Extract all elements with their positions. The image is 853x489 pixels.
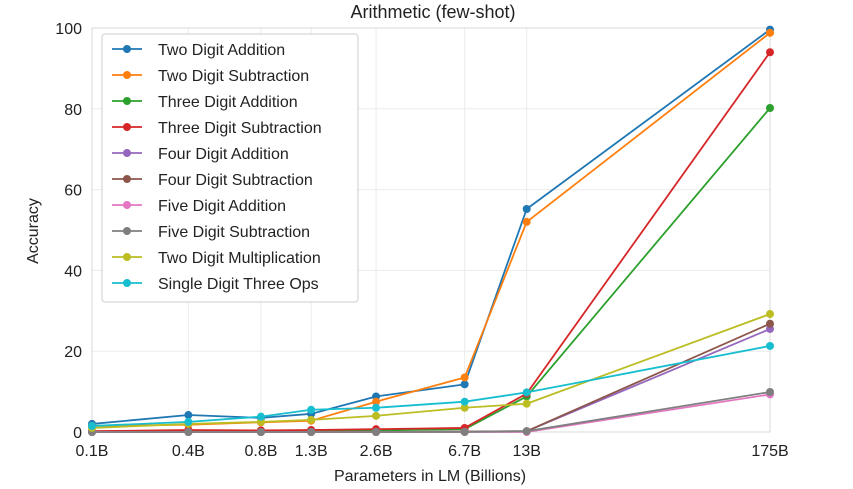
legend-label: Four Digit Addition <box>158 146 289 163</box>
legend-swatch-marker <box>123 201 131 209</box>
series-line <box>92 393 771 433</box>
x-axis-label: Parameters in LM (Billions) <box>334 468 526 485</box>
series-four-digit-subtraction <box>88 319 774 436</box>
data-point <box>372 411 381 420</box>
data-point <box>460 403 469 412</box>
y-tick-label: 40 <box>64 263 82 280</box>
x-tick-label: 0.8B <box>244 443 277 460</box>
legend-swatch-marker <box>123 149 131 157</box>
data-point <box>522 388 531 397</box>
legend-label: Two Digit Multiplication <box>158 250 321 267</box>
series-line <box>91 313 771 429</box>
y-tick-label: 0 <box>73 425 82 442</box>
series-five-digit-subtraction <box>88 388 774 436</box>
series-line <box>92 391 771 433</box>
data-point <box>307 428 316 436</box>
data-point <box>522 399 531 408</box>
legend-swatch-marker <box>123 253 131 261</box>
legend-label: Three Digit Subtraction <box>158 120 322 137</box>
x-tick-label: 13B <box>512 443 540 460</box>
legend-swatch-marker <box>123 45 131 53</box>
y-tick-label: 80 <box>64 102 82 119</box>
data-point <box>460 373 469 382</box>
data-point <box>766 341 774 350</box>
x-tick-label: 0.1B <box>76 443 109 460</box>
legend-label: Single Digit Three Ops <box>158 276 319 293</box>
data-point <box>522 217 531 226</box>
data-point <box>766 28 774 37</box>
data-point <box>307 405 316 414</box>
series-line <box>91 345 771 427</box>
data-point <box>460 397 469 406</box>
data-point <box>460 428 469 436</box>
x-tick-label: 1.3B <box>295 443 328 460</box>
y-tick-label: 100 <box>55 21 82 38</box>
x-tick-label: 175B <box>751 443 788 460</box>
data-point <box>522 427 531 436</box>
data-point <box>766 48 774 57</box>
legend-label: Five Digit Addition <box>158 198 286 215</box>
legend-label: Five Digit Subtraction <box>158 224 310 241</box>
chart-title: Arithmetic (few-shot) <box>350 2 515 22</box>
x-tick-label: 0.4B <box>172 443 205 460</box>
legend-swatch-marker <box>123 71 131 79</box>
data-point <box>256 412 265 421</box>
data-point <box>307 415 316 424</box>
legend-swatch-marker <box>123 279 131 287</box>
legend: Two Digit Addition Two Digit Subtraction T… <box>101 33 359 303</box>
series-single-digit-three-ops <box>88 341 774 430</box>
axes: 0 20 40 60 80 100 0.1B 0.4B 0.8B 1.3B 2.6B 6.7B 13B 1… <box>55 21 788 460</box>
series-group <box>88 25 774 436</box>
data-point <box>88 421 96 430</box>
series-two-digit-addition <box>88 25 774 428</box>
data-point <box>184 411 193 420</box>
data-point <box>766 388 774 397</box>
legend-swatch-marker <box>123 227 131 235</box>
legend-box <box>101 33 359 303</box>
legend-label: Four Digit Subtraction <box>158 172 313 189</box>
legend-label: Two Digit Subtraction <box>158 68 309 85</box>
data-point <box>372 403 381 412</box>
data-point <box>766 319 774 328</box>
legend-label: Three Digit Addition <box>158 94 298 111</box>
legend-swatch-marker <box>123 97 131 105</box>
data-point <box>522 204 531 213</box>
data-point <box>766 103 774 112</box>
data-point <box>184 417 193 426</box>
series-line <box>91 51 771 433</box>
series-line <box>92 328 771 433</box>
data-point <box>372 397 381 406</box>
y-tick-label: 60 <box>64 183 82 200</box>
data-point <box>256 428 265 436</box>
data-point <box>372 428 381 436</box>
legend-label: Two Digit Addition <box>158 42 285 59</box>
data-point <box>766 310 774 319</box>
series-line <box>91 28 771 425</box>
x-tick-label: 6.7B <box>448 443 481 460</box>
data-point <box>460 380 469 389</box>
y-tick-label: 20 <box>64 344 82 361</box>
y-axis-label: Accuracy <box>25 198 42 264</box>
x-tick-label: 2.6B <box>360 443 393 460</box>
data-point <box>184 428 193 436</box>
legend-swatch-marker <box>123 175 131 183</box>
legend-swatch-marker <box>123 123 131 131</box>
